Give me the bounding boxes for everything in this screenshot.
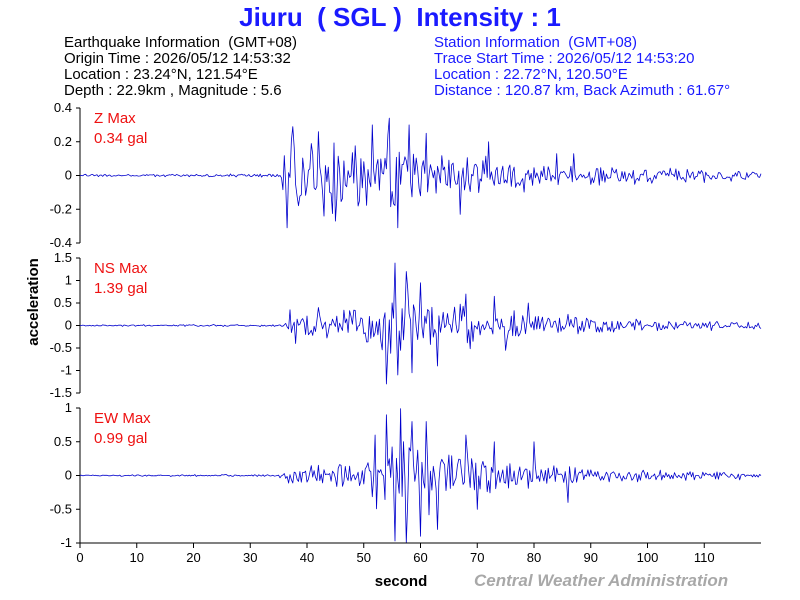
y-tick-label: -0.5: [50, 340, 72, 355]
x-tick-label: 40: [300, 550, 314, 565]
x-tick-label: 0: [76, 550, 83, 565]
y-tick-label: -1: [60, 535, 72, 550]
trace-start-time: Trace Start Time : 2026/05/12 14:53:20: [434, 50, 695, 67]
x-tick-label: 100: [637, 550, 659, 565]
y-tick-label: 0: [65, 468, 72, 483]
x-tick-label: 30: [243, 550, 257, 565]
max-value-ew: 0.99 gal: [94, 430, 147, 447]
waveform-ns: [80, 262, 762, 385]
y-tick-label: -1.5: [50, 385, 72, 400]
station-location: Location : 22.72°N, 120.50°E: [434, 66, 628, 83]
x-tick-label: 20: [186, 550, 200, 565]
waveform-z: [79, 117, 762, 229]
y-tick-label: 0.5: [54, 295, 72, 310]
credit-text: Central Weather Administration: [474, 571, 729, 590]
max-value-ns: 1.39 gal: [94, 280, 147, 297]
x-tick-label: 110: [694, 550, 715, 565]
x-tick-label: 80: [527, 550, 541, 565]
x-tick-label: 90: [584, 550, 598, 565]
y-tick-label: -0.5: [50, 501, 72, 516]
y-tick-label: -0.2: [50, 201, 72, 216]
y-tick-label: 0.5: [54, 434, 72, 449]
y-axis-label: acceleration: [25, 258, 42, 346]
y-tick-label: 1: [65, 400, 72, 415]
max-label-z: Z Max: [94, 110, 136, 127]
max-value-z: 0.34 gal: [94, 130, 147, 147]
y-tick-label: 0: [65, 168, 72, 183]
y-tick-label: 0: [65, 318, 72, 333]
y-tick-label: 0.2: [54, 134, 72, 149]
waveform-ew: [79, 408, 762, 544]
epicenter-location: Location : 23.24°N, 121.54°E: [64, 66, 258, 83]
y-tick-label: -1: [60, 363, 72, 378]
y-tick-label: 1.5: [54, 250, 72, 265]
y-tick-label: 0.4: [54, 100, 72, 115]
y-tick-label: -0.4: [50, 235, 72, 250]
x-tick-label: 70: [470, 550, 484, 565]
max-label-ew: EW Max: [94, 410, 151, 427]
x-tick-label: 60: [413, 550, 427, 565]
origin-time: Origin Time : 2026/05/12 14:53:32: [64, 50, 291, 67]
max-label-ns: NS Max: [94, 260, 148, 277]
page-title: Jiuru ( SGL ) Intensity : 1: [239, 2, 561, 32]
station-info-heading: Station Information (GMT+08): [434, 34, 637, 51]
x-tick-label: 50: [357, 550, 371, 565]
x-axis-label: second: [375, 573, 428, 590]
station-info: Station Information (GMT+08) Trace Start…: [434, 35, 730, 99]
earthquake-info-heading: Earthquake Information (GMT+08): [64, 34, 298, 51]
earthquake-info: Earthquake Information (GMT+08) Origin T…: [64, 35, 297, 99]
distance-azimuth: Distance : 120.87 km, Back Azimuth : 61.…: [434, 82, 731, 99]
depth-magnitude: Depth : 22.9km , Magnitude : 5.6: [64, 82, 282, 99]
y-tick-label: 1: [65, 273, 72, 288]
x-tick-label: 10: [130, 550, 144, 565]
